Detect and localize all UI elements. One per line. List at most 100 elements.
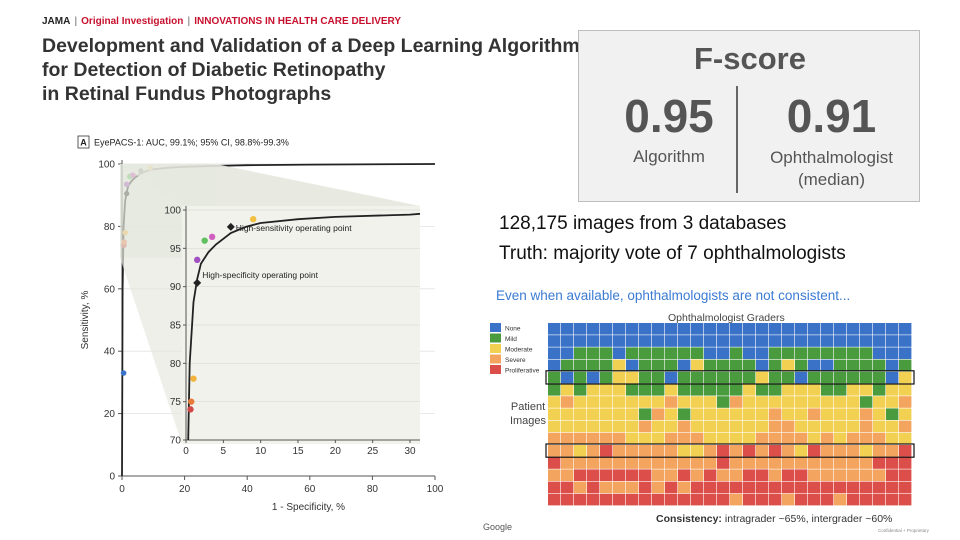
heatmap-cell — [743, 408, 756, 420]
heatmap-cell — [678, 371, 691, 384]
heatmap-cell — [756, 347, 769, 359]
heatmap-cell — [730, 445, 743, 457]
panel-label-box — [77, 135, 90, 149]
heatmap-cell — [821, 335, 834, 347]
heatmap-cell — [678, 457, 691, 469]
heatmap-cell — [717, 347, 730, 359]
heatmap-cell — [808, 445, 821, 457]
heatmap-cell — [626, 420, 639, 433]
inset-x-tick-label: 15 — [292, 446, 304, 457]
article-type: Original Investigation — [81, 16, 184, 27]
heatmap-cell — [899, 469, 912, 481]
panel-label: A — [80, 138, 87, 148]
heatmap-cell — [639, 493, 652, 506]
heatmap-cell — [821, 359, 834, 372]
heatmap-cell — [626, 408, 639, 420]
heatmap-cell — [782, 469, 795, 481]
heatmap-cell — [795, 323, 808, 335]
heatmap-cell — [691, 493, 704, 506]
inset-y-tick-label: 75 — [170, 397, 182, 408]
heatmap-cell — [886, 323, 899, 335]
heatmap-cell — [639, 408, 652, 420]
heatmap-cell — [691, 396, 704, 408]
heatmap-cell — [795, 493, 808, 506]
heatmap-cell — [821, 457, 834, 469]
highlighted-row — [545, 443, 915, 458]
grader-subheading: Ophthalmologist Graders — [668, 312, 785, 324]
heatmap-cell — [652, 481, 665, 494]
heatmap-cell — [899, 408, 912, 420]
heatmap-cell — [717, 408, 730, 420]
heatmap-cell — [769, 432, 782, 445]
heatmap-cell — [717, 323, 730, 335]
heatmap-cell — [561, 396, 574, 408]
heatmap-cell — [769, 396, 782, 408]
heatmap-cell — [899, 359, 912, 372]
heatmap-cell — [730, 335, 743, 347]
heatmap-cell — [899, 457, 912, 469]
ophthalmologist-label: Ophthalmologist (median) — [749, 147, 914, 191]
heatmap-cell — [730, 347, 743, 359]
heatmap-cell — [743, 371, 756, 384]
heatmap-cell — [587, 323, 600, 335]
heatmap-cell — [561, 469, 574, 481]
heatmap-cell — [574, 396, 587, 408]
heatmap-cell — [613, 445, 626, 457]
heatmap-cell — [743, 481, 756, 494]
heatmap-cell — [834, 335, 847, 347]
x-tick-label: 20 — [179, 484, 191, 495]
heatmap-cell — [795, 408, 808, 420]
heatmap-cell — [860, 445, 873, 457]
heatmap-cell — [860, 371, 873, 384]
heatmap-cell — [665, 359, 678, 372]
heatmap-cell — [613, 457, 626, 469]
heatmap-cell — [704, 384, 717, 396]
heatmap-cell — [574, 384, 587, 396]
heatmap-cell — [652, 493, 665, 506]
heatmap-cell — [691, 323, 704, 335]
heatmap-cell — [574, 469, 587, 481]
heatmap-cell — [847, 481, 860, 494]
heatmap-cell — [626, 359, 639, 372]
heatmap-cell — [600, 359, 613, 372]
heatmap-cell — [756, 445, 769, 457]
zoom-connector-left — [120, 164, 182, 444]
heatmap-cell — [821, 432, 834, 445]
zoom-connector-top — [120, 164, 420, 206]
heatmap-cell — [600, 432, 613, 445]
heatmap-cell — [769, 481, 782, 494]
heatmap-cell — [639, 457, 652, 469]
heatmap-cell — [899, 420, 912, 433]
x-tick-label: 60 — [304, 484, 316, 495]
heatmap-cell — [808, 481, 821, 494]
legend-label: None — [505, 326, 521, 333]
heatmap-cell — [769, 384, 782, 396]
heatmap-cell — [808, 420, 821, 433]
heatmap-cell — [782, 432, 795, 445]
heatmap-cell — [886, 396, 899, 408]
heatmap-cell — [613, 347, 626, 359]
heatmap-cell — [769, 493, 782, 506]
heatmap-cell — [873, 432, 886, 445]
patient-label-line-2: Images — [509, 415, 547, 427]
legend-swatch — [490, 365, 501, 374]
heatmap-cell — [600, 481, 613, 494]
heatmap-cell — [886, 493, 899, 506]
heatmap-cell — [899, 347, 912, 359]
heatmap-cell — [743, 347, 756, 359]
legend-label: Mild — [505, 336, 517, 343]
heatmap-cell — [652, 396, 665, 408]
heatmap-cell — [548, 408, 561, 420]
heatmap-cell — [873, 371, 886, 384]
heatmap-cell — [613, 384, 626, 396]
heatmap-cell — [795, 359, 808, 372]
heatmap-cell — [834, 469, 847, 481]
heatmap-cell — [873, 420, 886, 433]
heatmap-cell — [704, 323, 717, 335]
heatmap-cell — [717, 384, 730, 396]
inset-x-tick-label: 30 — [404, 446, 416, 457]
heatmap-cell — [613, 371, 626, 384]
heatmap-cell — [678, 396, 691, 408]
heatmap-cell — [886, 432, 899, 445]
heatmap-cell — [808, 493, 821, 506]
